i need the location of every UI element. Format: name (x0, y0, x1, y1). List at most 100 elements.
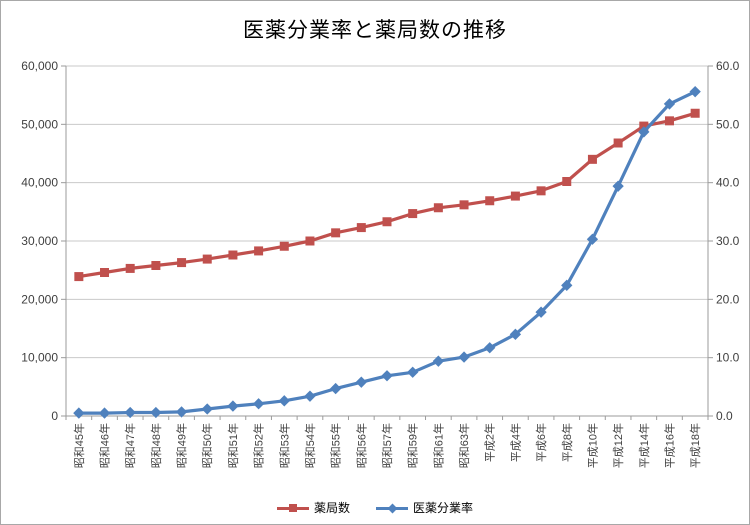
x-axis-tick-label: 昭和56年 (354, 423, 368, 468)
x-axis-tick-label: 昭和54年 (303, 423, 317, 468)
x-axis-tick-label: 平成12年 (611, 423, 625, 468)
square-marker-icon (151, 261, 161, 270)
diamond-marker-icon (150, 406, 162, 419)
x-axis-tick-label: 平成18年 (688, 423, 702, 468)
diamond-marker-icon (586, 233, 599, 245)
legend-label-pharmacy-count: 薬局数 (313, 501, 350, 515)
right-axis-tick-label: 60.0 (716, 59, 740, 73)
left-axis-tick-label: 30,000 (21, 234, 58, 248)
square-marker-icon (356, 223, 366, 233)
right-axis-labels: 0.0 10.0 20.0 30.0 40.0 50.0 60.0 (716, 59, 740, 423)
x-axis-tick-label: 平成16年 (662, 423, 676, 468)
square-marker-icon (228, 250, 238, 260)
diamond-marker-icon (458, 351, 470, 363)
legend-diamond-marker-icon (376, 502, 408, 514)
gridlines (66, 65, 708, 417)
right-axis-tick-label: 30.0 (716, 234, 740, 248)
series-pharmacy-count (74, 108, 700, 282)
diamond-marker-icon (329, 382, 342, 395)
square-marker-icon (202, 254, 212, 264)
left-axis-tick-label: 60,000 (21, 59, 58, 73)
square-marker-icon (613, 138, 623, 148)
x-axis-tick-label: 平成4年 (508, 423, 522, 462)
diamond-marker-icon (227, 400, 239, 412)
square-marker-icon (690, 108, 700, 118)
series-dispensing-rate-line (78, 90, 696, 415)
legend-item-dispensing-rate: 医薬分業率 (376, 499, 473, 516)
square-marker-icon (100, 268, 110, 277)
square-marker-icon (664, 116, 674, 126)
diamond-marker-icon (175, 406, 188, 418)
left-axis-tick-label: 40,000 (21, 176, 58, 190)
x-axis-tick-label: 平成14年 (637, 423, 651, 468)
x-axis-tick-label: 昭和48年 (149, 423, 163, 468)
legend-square-marker-icon (276, 502, 309, 514)
square-marker-icon (562, 177, 572, 186)
left-axis-tick-label: 10,000 (21, 351, 58, 365)
x-axis-tick-label: 昭和50年 (200, 423, 214, 468)
x-axis-tick-label: 平成8年 (560, 423, 574, 462)
series-dispensing-rate (73, 86, 701, 419)
diamond-marker-icon (432, 355, 445, 367)
square-marker-icon (433, 203, 443, 213)
square-marker-icon (331, 228, 341, 238)
x-axis-tick-label: 昭和47年 (123, 423, 137, 468)
square-marker-icon (459, 200, 469, 210)
chart-legend: 薬局数 医薬分業率 (1, 499, 749, 516)
square-marker-icon (74, 272, 84, 282)
square-marker-icon (279, 241, 289, 251)
x-axis-tick-label: 昭和51年 (226, 423, 240, 468)
square-marker-icon (639, 121, 649, 131)
square-marker-icon (510, 191, 520, 201)
square-marker-icon (125, 263, 135, 273)
right-axis-tick-label: 10.0 (716, 351, 740, 365)
right-axis-tick-label: 20.0 (716, 292, 740, 306)
x-axis-tick-label: 平成6年 (534, 423, 548, 462)
square-marker-icon (177, 258, 187, 268)
diamond-marker-icon (252, 398, 265, 410)
left-axis-tick-label: 50,000 (21, 117, 58, 131)
x-axis-tick-label: 昭和61年 (431, 423, 445, 468)
right-axis-tick-label: 0.0 (716, 409, 733, 423)
square-marker-icon (408, 209, 418, 219)
legend-label-dispensing-rate: 医薬分業率 (413, 501, 474, 515)
x-axis-labels: 昭和45年 昭和46年 昭和47年 昭和48年 昭和49年 昭和50年 昭和51年 昭和52年… (72, 423, 702, 468)
left-axis-tick-label: 0 (51, 409, 58, 423)
diamond-marker-icon (355, 376, 367, 388)
right-axis-tick-label: 50.0 (716, 117, 740, 131)
x-axis-tick-label: 平成10年 (585, 423, 599, 468)
right-axis-tick-label: 40.0 (716, 176, 740, 190)
x-axis-tick-label: 昭和45年 (72, 423, 86, 468)
x-axis-tick-label: 昭和52年 (252, 423, 266, 468)
diamond-marker-icon (381, 370, 393, 382)
left-axis-tick-label: 20,000 (21, 292, 58, 306)
diamond-marker-icon (98, 407, 111, 419)
square-marker-icon (254, 246, 264, 256)
diamond-marker-icon (689, 86, 701, 98)
diamond-marker-icon (535, 306, 547, 318)
diamond-marker-icon (201, 403, 213, 415)
axis-lines (61, 65, 713, 420)
diamond-marker-icon (407, 366, 419, 378)
x-axis-tick-label: 平成2年 (483, 423, 497, 462)
x-axis-tick-label: 昭和49年 (175, 423, 189, 468)
diamond-marker-icon (73, 407, 85, 419)
diamond-marker-icon (484, 342, 496, 354)
left-axis-labels: 0 10,000 20,000 30,000 40,000 50,000 60,000 (21, 59, 58, 423)
chart-title: 医薬分業率と薬局数の推移 (243, 19, 507, 42)
x-axis-tick-label: 昭和46年 (98, 423, 112, 468)
legend-item-pharmacy-count: 薬局数 (276, 499, 350, 516)
square-marker-icon (485, 196, 495, 206)
square-marker-icon (536, 186, 546, 196)
x-axis-tick-label: 昭和57年 (380, 423, 394, 468)
x-axis-tick-label: 昭和63年 (457, 423, 471, 468)
x-axis-tick-label: 昭和55年 (329, 423, 343, 468)
x-axis-tick-label: 昭和59年 (406, 423, 420, 468)
square-marker-icon (382, 217, 392, 227)
diamond-marker-icon (278, 395, 290, 407)
diamond-marker-icon (304, 390, 316, 402)
square-marker-icon (587, 154, 597, 164)
x-axis-tick-label: 昭和53年 (277, 423, 291, 468)
